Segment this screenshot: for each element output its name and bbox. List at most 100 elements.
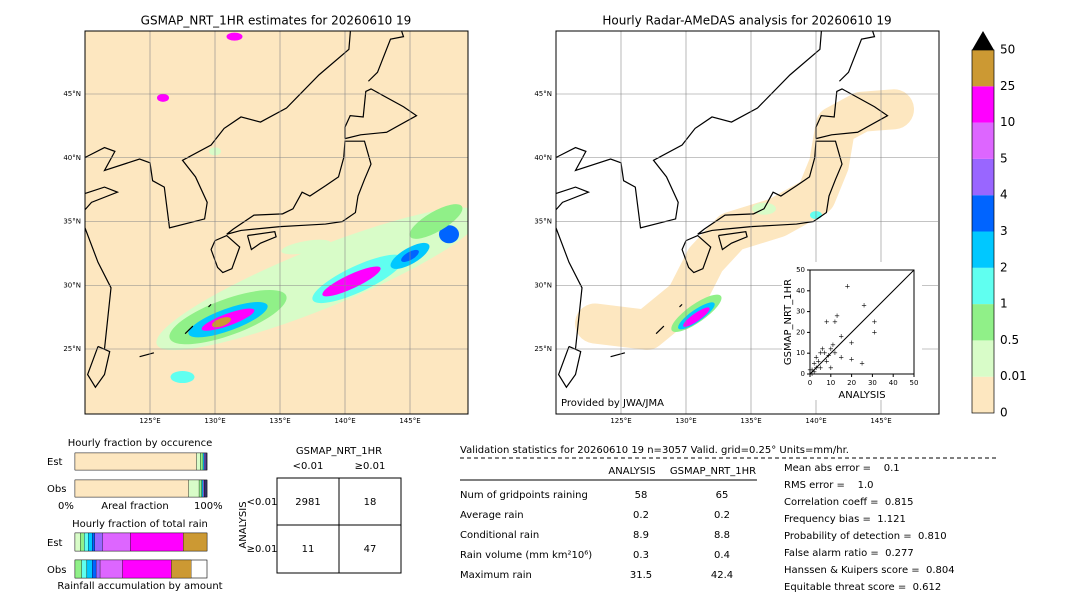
- lat-label: 40°N: [63, 154, 81, 162]
- lon-label: 140°E: [805, 417, 826, 425]
- x-tick-label: 40: [889, 379, 898, 387]
- point: +: [815, 358, 821, 366]
- bar-segment: [102, 532, 131, 552]
- lat-label: 30°N: [63, 281, 81, 289]
- coastline: [344, 88, 418, 140]
- lon-label: 130°E: [204, 417, 225, 425]
- bar-segment: [74, 532, 81, 552]
- bar-segment: [92, 559, 97, 579]
- table-cell: 2981: [295, 497, 320, 508]
- score: False alarm ratio = 0.277: [784, 548, 914, 559]
- stat-label: Num of gridpoints raining: [460, 490, 588, 501]
- bar-segment: [196, 452, 201, 471]
- score: Probability of detection = 0.810: [784, 531, 947, 542]
- axis-label: 0%: [58, 501, 74, 512]
- coastline: [717, 231, 748, 251]
- lat-label: 25°N: [63, 345, 81, 353]
- occurrence-title: Hourly fraction by occurence: [68, 438, 212, 449]
- bar-segment: [200, 452, 204, 471]
- coastline: [557, 345, 582, 389]
- coastline: [610, 352, 626, 358]
- point: +: [811, 360, 817, 368]
- colorbar-swatch: [972, 122, 994, 159]
- bar-segment: [92, 532, 95, 552]
- map-frame: [84, 30, 469, 415]
- colorbar-extend: [972, 31, 994, 50]
- bar-segment: [81, 559, 88, 579]
- axis-label: Areal fraction: [101, 501, 168, 512]
- analysis-coverage: [575, 89, 914, 350]
- bar-segment: [74, 452, 197, 471]
- point: +: [849, 339, 855, 347]
- row-label: Est: [47, 538, 63, 549]
- lon-label: 125°E: [139, 417, 160, 425]
- stat-value: 0.4: [714, 550, 730, 561]
- point: +: [828, 364, 834, 372]
- point: +: [861, 301, 867, 309]
- colorbar-swatch: [972, 304, 994, 341]
- stat-value: 58: [635, 490, 648, 501]
- coastline: [139, 352, 155, 358]
- colorbar-label: 50: [1000, 43, 1015, 57]
- bar-segment: [198, 479, 202, 498]
- bar-segment: [171, 559, 192, 579]
- caption: Rainfall accumulation by amount: [57, 581, 222, 592]
- map-frame: [555, 30, 940, 415]
- point: +: [820, 345, 826, 353]
- table-title: GSMAP_NRT_1HR: [296, 446, 382, 457]
- lat-label: 35°N: [63, 218, 81, 226]
- lon-label: 145°E: [399, 417, 420, 425]
- lat-label: 45°N: [63, 90, 81, 98]
- row-label: Obs: [47, 484, 66, 495]
- colorbar-swatch: [972, 340, 994, 377]
- score: Frequency bias = 1.121: [784, 514, 906, 525]
- lat-label: 40°N: [534, 154, 552, 162]
- row-axis-label: ANALYSIS: [238, 501, 249, 548]
- colorbar-swatch: [972, 195, 994, 232]
- coastline: [184, 325, 194, 335]
- stat-value: 8.8: [714, 530, 730, 541]
- lat-label: 35°N: [534, 218, 552, 226]
- y-tick-label: 30: [796, 308, 805, 316]
- colorbar-label: 0: [1000, 406, 1008, 420]
- rain-area: [439, 225, 459, 244]
- table-cell: 47: [364, 544, 377, 555]
- one-to-one: [809, 269, 915, 375]
- stat-value: 0.3: [633, 550, 649, 561]
- colorbar-label: 0.01: [1000, 369, 1027, 383]
- map-title: Hourly Radar-AMeDAS analysis for 2026061…: [602, 14, 891, 28]
- x-tick-label: 20: [847, 379, 856, 387]
- bar-segment: [188, 479, 200, 498]
- x-tick-label: 50: [910, 379, 919, 387]
- bar-segment: [202, 479, 205, 498]
- bar-segment: [202, 452, 205, 471]
- table-cell: 18: [364, 497, 377, 508]
- colorbar-swatch: [972, 50, 994, 87]
- colorbar-swatch: [972, 86, 994, 123]
- colorbar-label: 10: [1000, 115, 1015, 129]
- lon-label: 145°E: [870, 417, 891, 425]
- point: +: [838, 333, 844, 341]
- point: +: [809, 366, 815, 374]
- point: +: [807, 370, 813, 378]
- stat-value: 65: [716, 490, 729, 501]
- point: +: [807, 366, 813, 374]
- axis-label: 100%: [194, 501, 223, 512]
- coastline: [681, 234, 712, 274]
- col-header: <0.01: [293, 461, 324, 472]
- point: +: [834, 312, 840, 320]
- coastline: [697, 140, 843, 235]
- stat-value: 0.2: [714, 510, 730, 521]
- point: +: [832, 318, 838, 326]
- point: +: [813, 353, 819, 361]
- colorbar-label: 2: [1000, 260, 1008, 274]
- stat-value: 42.4: [711, 570, 733, 581]
- y-axis-label: GSMAP_NRT_1HR: [783, 279, 794, 365]
- rain-area: [226, 32, 243, 41]
- score: Mean abs error = 0.1: [784, 463, 900, 474]
- coastline: [838, 31, 876, 82]
- col-header: GSMAP_NRT_1HR: [670, 466, 756, 477]
- bar-segment: [99, 559, 123, 579]
- y-tick-label: 0: [801, 370, 805, 378]
